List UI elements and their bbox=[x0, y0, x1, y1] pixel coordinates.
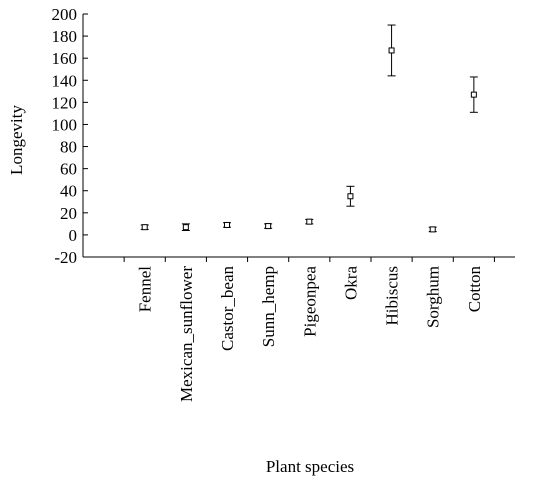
point bbox=[429, 226, 436, 233]
y-tick-label: 180 bbox=[52, 27, 78, 46]
y-tick-label: 40 bbox=[60, 182, 77, 201]
point bbox=[347, 193, 354, 200]
y-tick-label: 0 bbox=[69, 226, 78, 245]
x-tick-label: Fennel bbox=[136, 266, 155, 313]
point bbox=[182, 224, 189, 231]
y-tick-label: 60 bbox=[60, 160, 77, 179]
y-tick-label: 200 bbox=[52, 5, 78, 24]
x-tick-label: Sunn_hemp bbox=[259, 266, 278, 347]
x-tick-label: Hibiscus bbox=[383, 266, 402, 326]
y-tick-label: 140 bbox=[52, 71, 78, 90]
y-axis-label: Longevity bbox=[7, 105, 26, 175]
y-tick-label: 100 bbox=[52, 115, 78, 134]
x-tick-label: Cotton bbox=[465, 266, 484, 313]
y-tick-label: 160 bbox=[52, 49, 78, 68]
y-tick-label: 20 bbox=[60, 204, 77, 223]
point bbox=[388, 47, 395, 54]
x-tick-label: Sorghum bbox=[424, 266, 443, 328]
x-tick-label: Pigeonpea bbox=[300, 266, 319, 337]
point bbox=[265, 223, 272, 230]
x-tick-label: Okra bbox=[341, 266, 360, 300]
point bbox=[470, 91, 477, 98]
point bbox=[306, 218, 313, 225]
y-tick-label: 80 bbox=[60, 138, 77, 157]
x-tick-label: Castor_bean bbox=[218, 266, 237, 351]
y-tick-label: 120 bbox=[52, 93, 78, 112]
y-tick-label: -20 bbox=[54, 248, 77, 267]
x-axis-label: Plant species bbox=[266, 457, 354, 476]
point bbox=[141, 224, 148, 231]
x-tick-label: Mexican_sunflower bbox=[177, 266, 196, 402]
point bbox=[224, 221, 230, 228]
